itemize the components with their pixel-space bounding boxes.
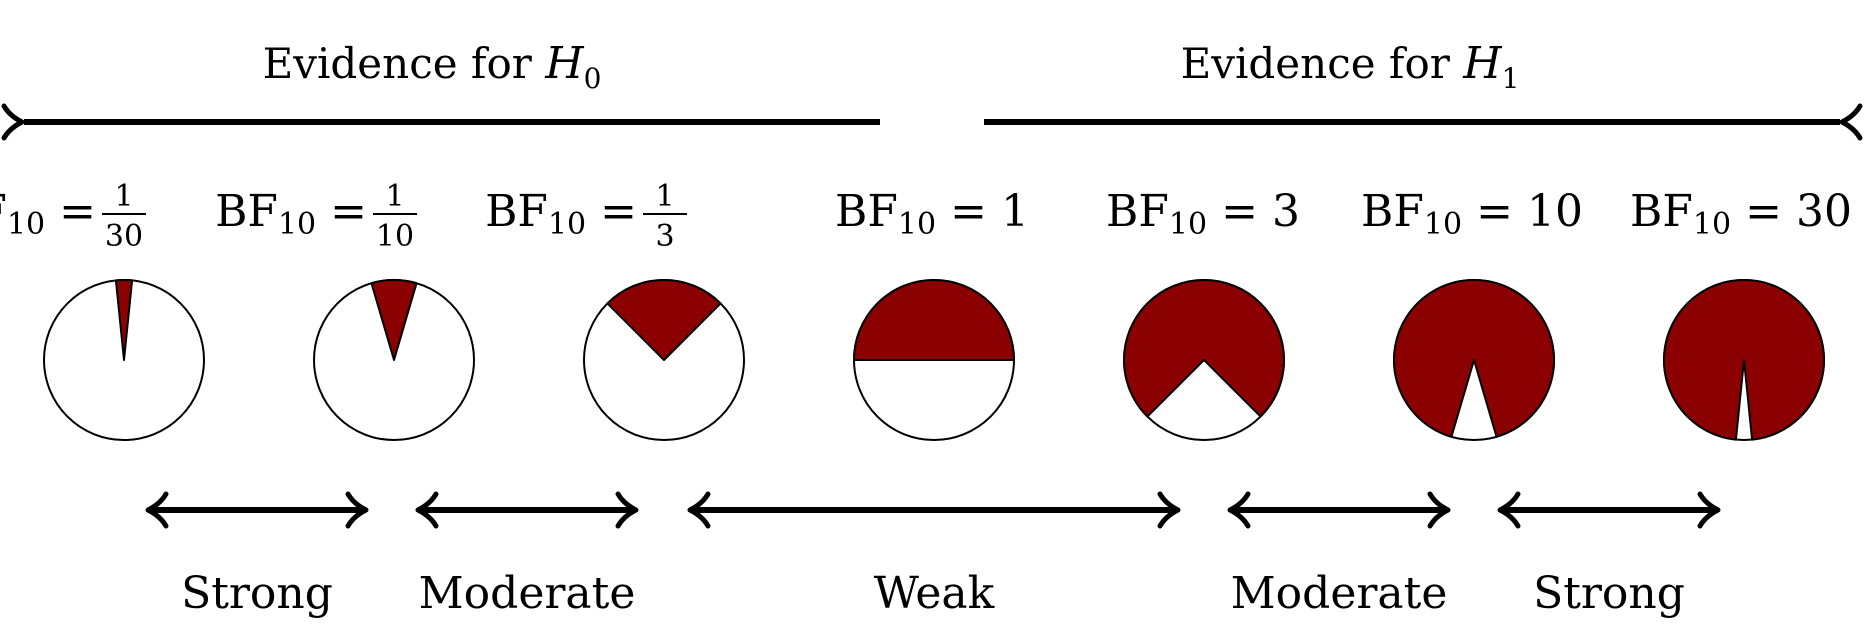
bf-numerator: 1 bbox=[385, 179, 404, 214]
category-labels: Strong Moderate Weak Moderate Strong bbox=[181, 568, 1685, 619]
pie-charts bbox=[43, 278, 1825, 441]
category-arrow bbox=[1497, 491, 1721, 529]
category-label: Strong bbox=[1533, 568, 1685, 619]
header-h1: Evidence for H1 bbox=[1181, 38, 1520, 95]
pie-chart bbox=[1393, 279, 1555, 441]
category-arrow bbox=[1227, 491, 1451, 529]
bf-label-text: BF10 = 30 bbox=[1630, 186, 1852, 242]
arrow-evidence-h1 bbox=[984, 106, 1860, 138]
pie-slice-h1 bbox=[1123, 279, 1285, 418]
bf-denominator: 30 bbox=[105, 219, 143, 254]
bf-label: BF10 = 1 bbox=[835, 186, 1029, 242]
pie-slice-h1 bbox=[1393, 279, 1555, 438]
bf-label: BF10 = 1 3 bbox=[485, 179, 687, 254]
category-label: Weak bbox=[874, 568, 995, 619]
pie-chart bbox=[853, 279, 1015, 441]
bf-labels: BF10 = 1 30 BF10 = 1 10 BF10 = 1 3 BF10 = 1 BF10 =… bbox=[0, 179, 1852, 254]
category-label: Moderate bbox=[1231, 568, 1448, 619]
bf-label-text: BF10 = 3 bbox=[1106, 186, 1300, 242]
bf-label: BF10 = 10 bbox=[1361, 186, 1583, 242]
pie-chart bbox=[313, 279, 475, 441]
bf-label-lhs: BF10 = bbox=[485, 186, 637, 242]
pie-chart bbox=[583, 279, 745, 441]
pie-chart bbox=[1663, 279, 1825, 441]
bf-denominator: 3 bbox=[655, 219, 674, 254]
category-arrow bbox=[415, 491, 639, 529]
bf-label-text: BF10 = 1 bbox=[835, 186, 1029, 242]
bf-denominator: 10 bbox=[376, 219, 414, 254]
bf-label-text: BF10 = 10 bbox=[1361, 186, 1583, 242]
bf-label: BF10 = 1 10 bbox=[215, 179, 417, 254]
bf-label: BF10 = 30 bbox=[1630, 186, 1852, 242]
arrow-evidence-h0 bbox=[4, 106, 880, 138]
bf-numerator: 1 bbox=[114, 179, 133, 214]
header-h0: Evidence for H0 bbox=[263, 38, 602, 95]
pie-slice-h1 bbox=[853, 279, 1015, 361]
bf-numerator: 1 bbox=[655, 179, 674, 214]
category-arrow bbox=[145, 491, 369, 529]
pie-slice-h1 bbox=[606, 279, 722, 361]
category-arrow bbox=[687, 491, 1181, 529]
pie-slice-h1 bbox=[370, 279, 418, 361]
bf-label: BF10 = 3 bbox=[1106, 186, 1300, 242]
pie-slice-h1 bbox=[1663, 279, 1825, 441]
category-label: Strong bbox=[181, 568, 333, 619]
bf-label: BF10 = 1 30 bbox=[0, 179, 146, 254]
category-label: Moderate bbox=[419, 568, 636, 619]
bf-label-lhs: BF10 = bbox=[215, 186, 367, 242]
pie-slice-h1 bbox=[114, 278, 134, 361]
pie-chart bbox=[43, 278, 205, 441]
pie-chart bbox=[1123, 279, 1285, 441]
bf-label-lhs: BF10 = bbox=[0, 186, 96, 242]
category-arrows bbox=[145, 491, 1721, 529]
